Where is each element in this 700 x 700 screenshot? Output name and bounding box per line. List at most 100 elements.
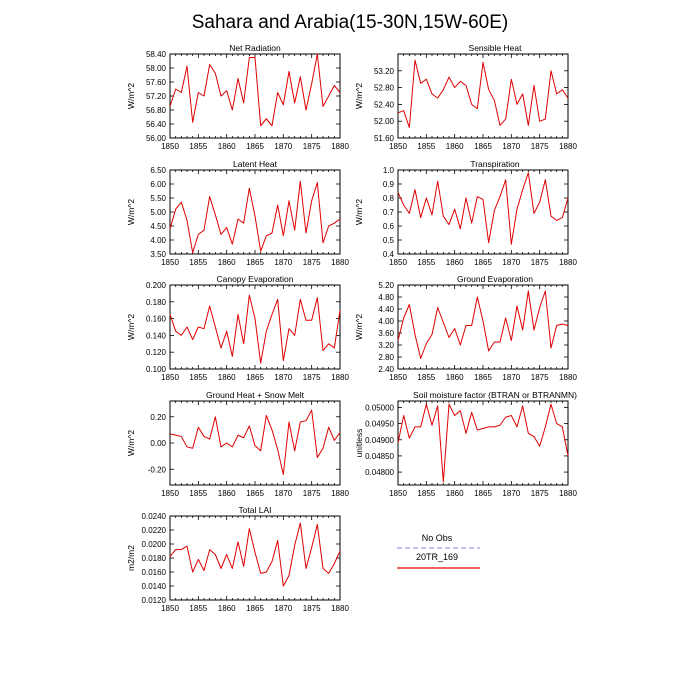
x-tick-label: 1865 [474, 258, 492, 267]
x-tick-label: 1855 [189, 258, 207, 267]
x-tick-label: 1865 [474, 489, 492, 498]
panel-1: 1850 1855 1860 1865 1870 1875 1880 51.60 52.00 52… [354, 43, 577, 151]
y-tick-label: 3.50 [150, 250, 166, 259]
x-tick-label: 1855 [417, 142, 435, 151]
x-tick-label: 1865 [246, 258, 264, 267]
y-tick-label: 4.00 [378, 317, 394, 326]
panel-3: 1850 1855 1860 1865 1870 1875 1880 0.4 0.5 0.6 0.7… [354, 159, 577, 267]
x-tick-label: 1865 [246, 142, 264, 151]
x-tick-label: 1860 [218, 142, 236, 151]
panel-title: Soil moisture factor (BTRAN or BTRANMN) [413, 390, 577, 400]
x-tick-label: 1875 [531, 489, 549, 498]
x-tick-label: 1850 [161, 373, 179, 382]
panel-title: Canopy Evaporation [216, 274, 293, 284]
panel-8: 1850 1855 1860 1865 1870 1875 1880 0.0120 0.0140… [126, 505, 349, 613]
x-tick-label: 1870 [274, 142, 292, 151]
panel-title: Transpiration [470, 159, 520, 169]
x-tick-label: 1865 [246, 489, 264, 498]
series-line [169, 409, 341, 475]
legend: No Obs 20TR_169 [397, 533, 480, 569]
x-tick-label: 1865 [474, 373, 492, 382]
panel-title: Net Radiation [229, 43, 281, 53]
y-tick-label: 0.0140 [142, 582, 167, 591]
series-line [397, 172, 569, 245]
x-tick-label: 1850 [161, 142, 179, 151]
y-tick-label: 0.0180 [142, 554, 167, 563]
x-tick-label: 1870 [502, 489, 520, 498]
legend-label-20tr-169: 20TR_169 [416, 552, 458, 562]
y-tick-label: 0.9 [383, 180, 395, 189]
panel-7: 1850 1855 1860 1865 1870 1875 1880 0.04800 0.048… [354, 390, 577, 498]
y-tick-label: 56.40 [146, 120, 167, 129]
x-tick-label: 1870 [502, 373, 520, 382]
panel-title: Total LAI [238, 505, 271, 515]
y-tick-label: 0.0160 [142, 568, 167, 577]
y-tick-label: 52.40 [374, 100, 395, 109]
x-tick-label: 1855 [189, 373, 207, 382]
x-tick-label: 1870 [274, 258, 292, 267]
panel-6: 1850 1855 1860 1865 1870 1875 1880 -0.20 0.00 0.2… [126, 390, 349, 498]
y-axis-label: W/m^2 [126, 314, 136, 340]
y-tick-label: 0.7 [383, 208, 395, 217]
y-tick-label: 58.40 [146, 50, 167, 59]
x-tick-label: 1850 [161, 489, 179, 498]
y-tick-label: 0.00 [150, 439, 166, 448]
plot-frame [169, 169, 341, 255]
x-tick-label: 1880 [559, 373, 577, 382]
y-axis-label: W/m^2 [126, 430, 136, 456]
y-tick-label: 6.50 [150, 166, 166, 175]
y-tick-label: 0.4 [383, 250, 395, 259]
y-tick-label: 53.20 [374, 67, 395, 76]
x-tick-label: 1860 [446, 373, 464, 382]
y-tick-label: 52.80 [374, 84, 395, 93]
panel-5: 1850 1855 1860 1865 1870 1875 1880 2.40 2.80 3.20… [354, 274, 577, 382]
y-axis-label: W/m^2 [354, 314, 364, 340]
x-tick-label: 1850 [161, 604, 179, 613]
series-line [169, 522, 341, 587]
x-tick-label: 1880 [559, 142, 577, 151]
y-tick-label: 0.04850 [365, 452, 394, 461]
series-line [169, 180, 341, 254]
plot-frame [397, 53, 569, 139]
x-tick-label: 1855 [189, 142, 207, 151]
x-tick-label: 1850 [161, 258, 179, 267]
x-tick-label: 1855 [189, 604, 207, 613]
x-tick-label: 1880 [559, 489, 577, 498]
y-tick-label: 57.60 [146, 78, 167, 87]
x-tick-label: 1880 [331, 142, 349, 151]
y-tick-label: 4.40 [378, 305, 394, 314]
x-tick-label: 1860 [446, 489, 464, 498]
series-line [397, 59, 569, 128]
y-tick-label: 0.100 [146, 365, 167, 374]
y-tick-label: 0.120 [146, 348, 167, 357]
x-tick-label: 1880 [559, 258, 577, 267]
y-axis-label: W/m^2 [354, 83, 364, 109]
y-tick-label: 56.80 [146, 106, 167, 115]
plot-frame [397, 284, 569, 370]
x-tick-label: 1865 [246, 604, 264, 613]
x-tick-label: 1870 [274, 489, 292, 498]
x-tick-label: 1855 [417, 489, 435, 498]
x-tick-label: 1880 [331, 604, 349, 613]
x-tick-label: 1870 [502, 258, 520, 267]
panel-title: Ground Evaporation [457, 274, 533, 284]
x-tick-label: 1880 [331, 373, 349, 382]
y-tick-label: 0.04800 [365, 468, 394, 477]
x-tick-label: 1850 [389, 142, 407, 151]
x-tick-label: 1875 [303, 142, 321, 151]
x-tick-label: 1860 [218, 604, 236, 613]
x-tick-label: 1860 [446, 258, 464, 267]
series-line [169, 294, 341, 364]
x-tick-label: 1875 [303, 258, 321, 267]
x-tick-label: 1865 [474, 142, 492, 151]
y-axis-label: W/m^2 [354, 199, 364, 225]
y-tick-label: 52.00 [374, 117, 395, 126]
y-axis-label: W/m^2 [126, 83, 136, 109]
y-tick-label: 58.00 [146, 64, 167, 73]
x-tick-label: 1875 [531, 142, 549, 151]
y-tick-label: 51.60 [374, 134, 395, 143]
x-tick-label: 1865 [246, 373, 264, 382]
x-tick-label: 1870 [274, 604, 292, 613]
y-tick-label: 0.0200 [142, 540, 167, 549]
